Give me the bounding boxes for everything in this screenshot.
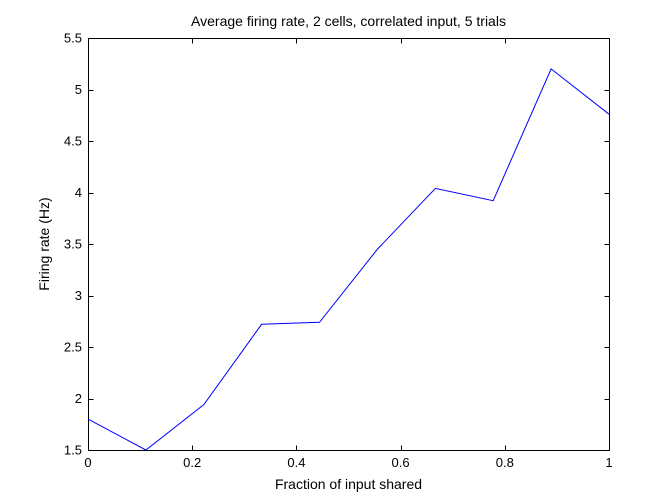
x-tick-label: 0.8 bbox=[496, 455, 514, 470]
y-axis-title: Firing rate (Hz) bbox=[36, 197, 52, 290]
x-axis-title: Fraction of input shared bbox=[275, 476, 422, 492]
y-tick-label: 5.5 bbox=[64, 31, 82, 46]
chart-title: Average firing rate, 2 cells, correlated… bbox=[191, 13, 506, 29]
x-tick-label: 1 bbox=[605, 455, 612, 470]
x-tick-label: 0 bbox=[84, 455, 91, 470]
x-tick-label: 0.4 bbox=[287, 455, 305, 470]
y-tick-label: 2.5 bbox=[64, 340, 82, 355]
series-line bbox=[87, 68, 610, 451]
y-tick-label: 3 bbox=[75, 288, 82, 303]
y-tick-label: 2 bbox=[75, 391, 82, 406]
y-tick-label: 4.5 bbox=[64, 134, 82, 149]
x-tick-label: 0.6 bbox=[392, 455, 410, 470]
y-tick-label: 3.5 bbox=[64, 237, 82, 252]
y-tick-label: 4 bbox=[75, 185, 82, 200]
ticks-layer: 0 0.2 0.4 0.6 0.8 1 1.5 2 2.5 3 3.5 4 4.5 5 5.5 bbox=[64, 31, 613, 471]
series-layer bbox=[87, 68, 610, 451]
plot-area bbox=[88, 38, 610, 451]
y-tick-label: 1.5 bbox=[64, 443, 82, 458]
y-tick-label: 5 bbox=[75, 82, 82, 97]
x-tick-label: 0.2 bbox=[183, 455, 201, 470]
